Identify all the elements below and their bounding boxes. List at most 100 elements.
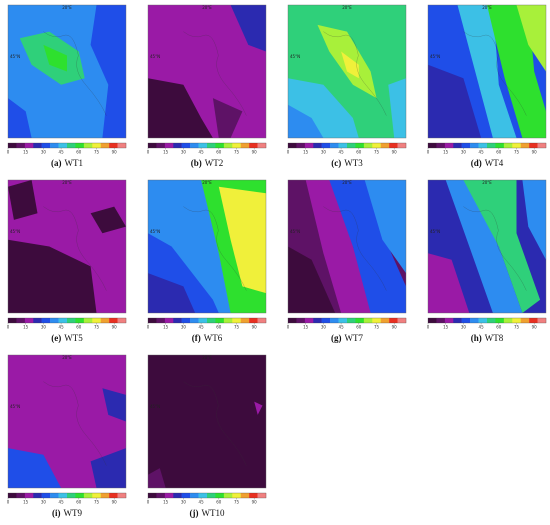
panel: 20°E 45°N 0 15 30 45 60 75 90 (c) WT3 — [287, 4, 407, 168]
colorbar-segment — [67, 493, 76, 498]
lon-label: 20°E — [62, 355, 72, 360]
colorbar-frame — [427, 142, 547, 149]
colorbar-segment — [100, 493, 110, 498]
lon-label: 20°E — [342, 180, 352, 185]
colorbar-segment — [198, 493, 208, 498]
map-frame — [427, 4, 547, 139]
colorbar-segment — [257, 493, 267, 498]
colorbar-segment — [117, 493, 127, 498]
colorbar-segment — [190, 493, 199, 498]
colorbar-segment — [389, 143, 398, 148]
colorbar-segment — [24, 493, 34, 498]
lon-label: 20°E — [62, 5, 72, 10]
colorbar-segment — [330, 143, 339, 148]
colorbar-tick-label: 0 — [147, 500, 150, 505]
colorbar-segment — [41, 143, 51, 148]
colorbar-segment — [148, 318, 157, 323]
colorbar-segment — [355, 318, 365, 323]
panel: 20°E 45°N 0 15 30 45 60 75 90 (h) WT8 — [427, 179, 547, 343]
panel-name: WT6 — [204, 333, 223, 343]
coastline — [323, 31, 387, 116]
contour-region — [90, 5, 126, 138]
colorbar-segment — [164, 143, 174, 148]
colorbar-segment — [512, 143, 521, 148]
panel-letter: (c) — [331, 158, 341, 168]
coastline — [183, 31, 247, 116]
panel-caption: (g) WT7 — [331, 333, 363, 343]
colorbar-frame — [427, 317, 547, 324]
colorbar-tick-label: 15 — [23, 500, 29, 505]
map-background — [148, 355, 266, 488]
colorbar-tick-label: 60 — [496, 150, 502, 155]
contour-region — [516, 5, 546, 72]
colorbar-segment — [67, 318, 76, 323]
panel-letter: (j) — [190, 508, 199, 518]
colorbar-segment — [470, 318, 479, 323]
colorbar-frame — [7, 142, 127, 149]
colorbar-segment — [363, 318, 373, 323]
panel: 20°E 45°N 0 15 30 45 60 75 90 (b) WT2 — [147, 4, 267, 168]
colorbar-tick-label: 90 — [392, 325, 398, 330]
map-frame — [147, 4, 267, 139]
contour-region — [148, 468, 166, 488]
colorbar-segment — [109, 143, 118, 148]
colorbar-segment — [304, 143, 314, 148]
map-frame — [287, 4, 407, 139]
colorbar-tick-label: 15 — [303, 325, 309, 330]
colorbar-segment — [16, 493, 26, 498]
panel-caption: (j) WT10 — [190, 508, 225, 518]
panel-letter: (h) — [471, 333, 482, 343]
colorbar-segment — [240, 143, 250, 148]
colorbar-tick-label: 0 — [7, 325, 10, 330]
colorbar-segment — [207, 143, 216, 148]
colorbar-tick-label: 75 — [514, 150, 520, 155]
colorbar-segment — [520, 318, 530, 323]
panel-caption: (d) WT4 — [471, 158, 504, 168]
contour-region — [8, 239, 97, 313]
colorbar-tick-label: 45 — [59, 500, 65, 505]
colorbar-segment — [503, 143, 513, 148]
panel-name: WT7 — [345, 333, 364, 343]
panel-letter: (i) — [52, 508, 61, 518]
coastline — [463, 31, 527, 116]
colorbar-segment — [109, 493, 118, 498]
colorbar-segment — [190, 143, 199, 148]
colorbar-frame — [287, 142, 407, 149]
contour-region — [463, 180, 541, 313]
colorbar-segment — [50, 493, 59, 498]
colorbar-segment — [330, 318, 339, 323]
colorbar-frame — [7, 492, 127, 499]
colorbar-segment — [164, 493, 174, 498]
panel-caption: (c) WT3 — [331, 158, 363, 168]
panel: 20°E 45°N 0 15 30 45 60 75 90 (e) WT5 — [7, 179, 127, 343]
colorbar-segment — [50, 318, 59, 323]
colorbar-segment — [215, 493, 225, 498]
panel-letter: (f) — [192, 333, 201, 343]
lat-label: 45°N — [10, 229, 20, 234]
contour-region — [148, 273, 196, 313]
colorbar-tick-label: 60 — [76, 325, 82, 330]
colorbar-segment — [198, 143, 208, 148]
panel: 20°E 45°N 0 15 30 45 60 75 90 (f) WT6 — [147, 179, 267, 343]
colorbar-segment — [495, 143, 505, 148]
colorbar-segment — [296, 318, 306, 323]
colorbar-segment — [249, 493, 258, 498]
colorbar-segment — [75, 493, 85, 498]
colorbar-segment — [428, 318, 437, 323]
contour-region — [428, 64, 482, 138]
colorbar-segment — [223, 318, 233, 323]
colorbar-tick-label: 45 — [199, 325, 205, 330]
colorbar-segment — [321, 318, 331, 323]
map-frame — [287, 179, 407, 314]
coastline — [323, 206, 387, 291]
contour-region — [341, 51, 359, 79]
colorbar-tick-label: 15 — [23, 150, 29, 155]
contour-region — [288, 104, 324, 138]
coastline — [183, 381, 247, 466]
colorbar-segment — [347, 143, 356, 148]
colorbar-segment — [223, 143, 233, 148]
colorbar-segment — [389, 318, 398, 323]
colorbar-segment — [58, 493, 68, 498]
panel-letter: (e) — [51, 333, 61, 343]
colorbar-segment — [288, 318, 297, 323]
